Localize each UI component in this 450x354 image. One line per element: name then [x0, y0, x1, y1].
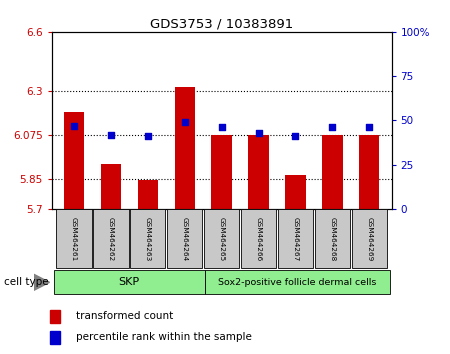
Point [107, 132, 114, 137]
Text: transformed count: transformed count [76, 312, 173, 321]
Point [70, 123, 77, 129]
Point [292, 133, 299, 139]
FancyBboxPatch shape [315, 210, 350, 268]
Bar [359, 135, 379, 209]
Bar [322, 135, 342, 209]
Point [255, 130, 262, 136]
Text: GSM464265: GSM464265 [219, 217, 225, 261]
Text: GSM464269: GSM464269 [366, 217, 372, 261]
Text: GSM464267: GSM464267 [292, 217, 298, 261]
Point [144, 133, 151, 139]
FancyBboxPatch shape [241, 210, 276, 268]
FancyBboxPatch shape [130, 210, 166, 268]
FancyBboxPatch shape [351, 210, 387, 268]
FancyBboxPatch shape [167, 210, 202, 268]
Point [181, 119, 188, 125]
Bar [285, 176, 306, 209]
Text: Sox2-positive follicle dermal cells: Sox2-positive follicle dermal cells [218, 278, 377, 287]
Bar [138, 180, 158, 209]
Bar [248, 135, 269, 209]
Text: cell type: cell type [4, 277, 49, 287]
Bar [50, 331, 60, 343]
Text: GSM464262: GSM464262 [108, 217, 114, 261]
FancyBboxPatch shape [54, 270, 205, 294]
Text: GSM464261: GSM464261 [71, 217, 77, 261]
Bar [212, 135, 232, 209]
Point [329, 125, 336, 130]
FancyBboxPatch shape [278, 210, 313, 268]
FancyBboxPatch shape [56, 210, 92, 268]
Bar [64, 113, 84, 209]
Text: GSM464268: GSM464268 [329, 217, 335, 261]
Polygon shape [34, 274, 50, 290]
Bar [101, 164, 121, 209]
FancyBboxPatch shape [204, 210, 239, 268]
Bar [50, 310, 60, 323]
Point [366, 125, 373, 130]
FancyBboxPatch shape [93, 210, 129, 268]
Text: GSM464264: GSM464264 [182, 217, 188, 261]
Bar [175, 87, 195, 209]
FancyBboxPatch shape [205, 270, 390, 294]
Title: GDS3753 / 10383891: GDS3753 / 10383891 [150, 18, 293, 31]
Point [218, 125, 225, 130]
Text: percentile rank within the sample: percentile rank within the sample [76, 332, 252, 342]
Text: SKP: SKP [119, 277, 140, 287]
Text: GSM464263: GSM464263 [145, 217, 151, 261]
Text: GSM464266: GSM464266 [256, 217, 261, 261]
